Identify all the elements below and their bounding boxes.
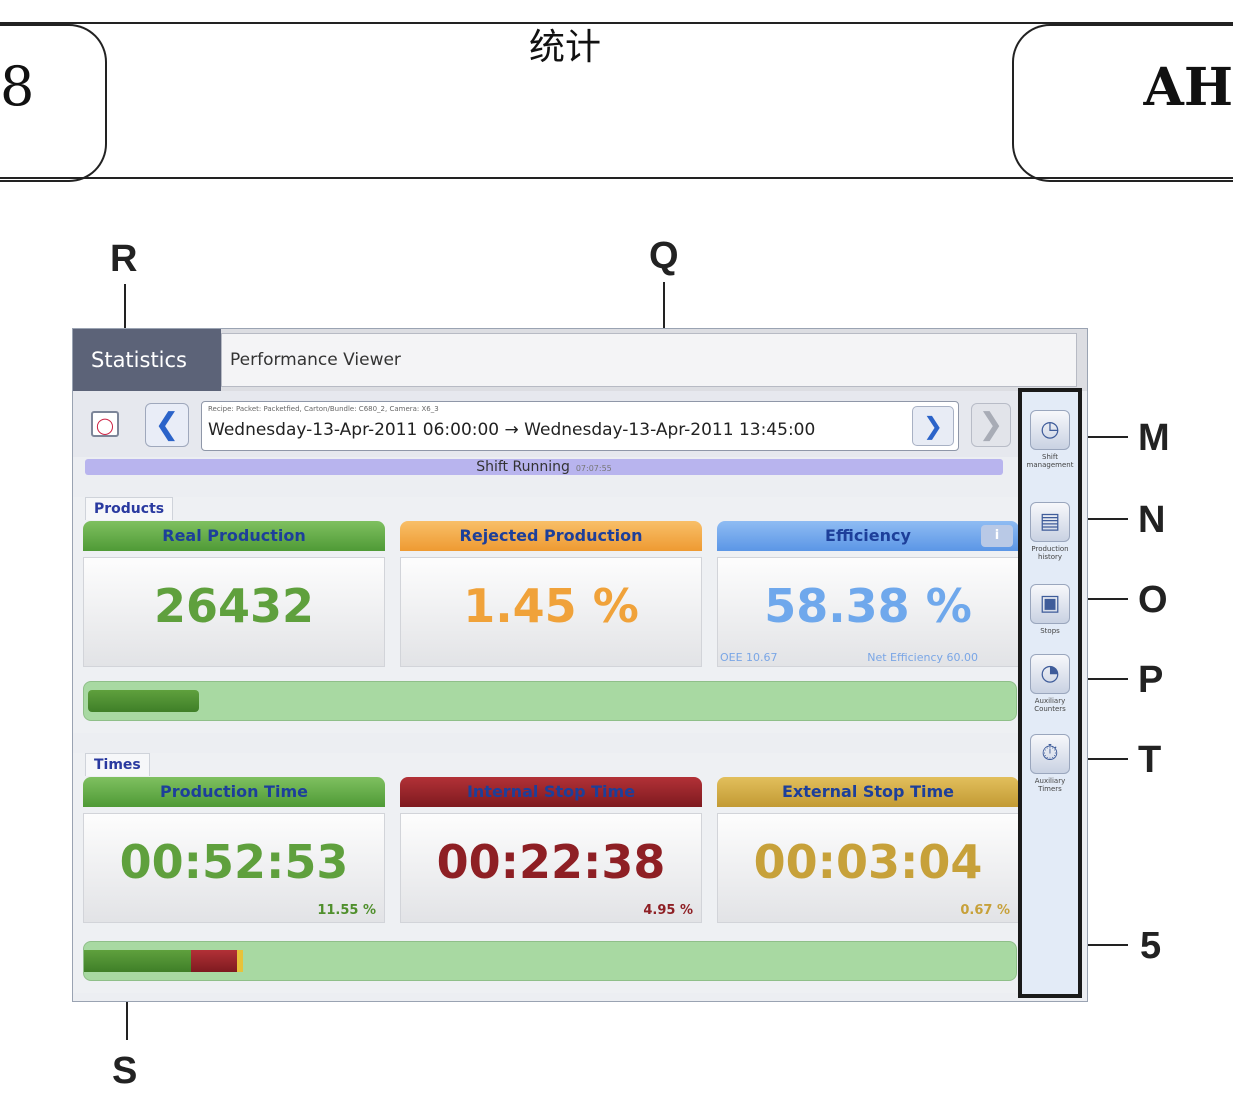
period-selector[interactable]: Recipe: Packet: Packetfied, Carton/Bundl… [201, 401, 959, 451]
calendar-icon[interactable]: ◯ [91, 411, 119, 437]
leader-m [1074, 436, 1128, 438]
external-stop-time-card[interactable]: External Stop Time 00:03:04 0.67 % [717, 777, 1019, 923]
production-time-body: 00:52:53 11.55 % [83, 813, 385, 923]
window-titlebar: Statistics Performance Viewer [73, 329, 1087, 391]
shift-status-label: Shift Running [476, 459, 570, 475]
rejected-production-title: Rejected Production [400, 521, 702, 551]
products-group: Products Real Production 26432 Rejected … [73, 497, 1019, 733]
real-production-body: 26432 [83, 557, 385, 667]
efficiency-title: Efficiency i [717, 521, 1019, 551]
section-number: 8 [0, 55, 35, 118]
callout-n: N [1138, 499, 1166, 541]
oee-value: OEE 10.67 [720, 651, 778, 664]
next-period-button[interactable]: ❯ [971, 403, 1011, 447]
counter-gauge-icon: ◔ [1030, 654, 1070, 694]
products-progress-fill [88, 690, 199, 712]
external-stop-time-percent: 0.67 % [960, 903, 1010, 918]
leader-n [1074, 518, 1128, 520]
chevron-left-icon: ❮ [154, 407, 180, 442]
sidebar-label-shift-management: Shift management [1026, 453, 1074, 469]
sidebar-item-production-history[interactable]: ▤ Production history [1026, 502, 1074, 561]
products-label: Products [85, 497, 174, 520]
auxiliary-timers-icon: ⏱ [1030, 734, 1070, 774]
times-progress-internal [191, 950, 237, 972]
efficiency-title-text: Efficiency [825, 526, 911, 545]
chevron-down-icon: ❯ [922, 412, 944, 440]
chart-stops-icon: ▣ [1030, 584, 1070, 624]
leader-t [1074, 758, 1128, 760]
period-dropdown-button[interactable]: ❯ [912, 406, 954, 446]
products-progress-bar [83, 681, 1017, 721]
section-title: 统计 [528, 27, 601, 68]
model-code: AH [1143, 57, 1233, 118]
rejected-production-card[interactable]: Rejected Production 1.45 % [400, 521, 702, 667]
callout-t: T [1138, 739, 1162, 781]
header-left-tab [0, 24, 107, 182]
internal-stop-time-title: Internal Stop Time [400, 777, 702, 807]
callout-p: P [1138, 659, 1164, 701]
tab-statistics[interactable]: Statistics [73, 329, 221, 391]
callout-r: R [110, 238, 138, 280]
callout-o: O [1138, 579, 1168, 621]
sidebar-item-auxiliary-timers[interactable]: ⏱ Auxiliary Timers [1026, 734, 1074, 793]
internal-stop-time-percent: 4.95 % [643, 903, 693, 918]
sidebar-label-stops: Stops [1040, 627, 1060, 635]
sidebar-label-production-history: Production history [1031, 545, 1069, 561]
rejected-production-value: 1.45 % [463, 579, 639, 633]
times-label: Times [85, 753, 150, 776]
internal-stop-time-card[interactable]: Internal Stop Time 00:22:38 4.95 % [400, 777, 702, 923]
tab-performance-viewer[interactable]: Performance Viewer [221, 333, 1077, 387]
selector-range: Wednesday-13-Apr-2011 06:00:00 → Wednesd… [208, 420, 816, 440]
document-history-icon: ▤ [1030, 502, 1070, 542]
internal-stop-time-body: 00:22:38 4.95 % [400, 813, 702, 923]
times-group: Times Production Time 00:52:53 11.55 % I… [73, 753, 1019, 993]
rejected-production-body: 1.45 % [400, 557, 702, 667]
sidebar-label-auxiliary-timers: Auxiliary Timers [1034, 777, 1066, 793]
selector-meta: Recipe: Packet: Packetfied, Carton/Bundl… [208, 405, 439, 413]
shift-status-bar: Shift Running 07:07:55 [85, 459, 1003, 475]
header-top-rule [0, 22, 1233, 24]
chevron-right-icon: ❯ [978, 407, 1004, 442]
previous-period-button[interactable]: ❮ [145, 403, 189, 447]
external-stop-time-body: 00:03:04 0.67 % [717, 813, 1019, 923]
leader-five [1088, 944, 1128, 946]
callout-s: S [112, 1050, 138, 1092]
sidebar-item-auxiliary-counters[interactable]: ◔ Auxiliary Counters [1026, 654, 1074, 713]
production-time-title: Production Time [83, 777, 385, 807]
times-progress-bar [83, 941, 1017, 981]
leader-p [1074, 678, 1128, 680]
clock-calendar-icon: ◷ [1030, 410, 1070, 450]
production-time-card[interactable]: Production Time 00:52:53 11.55 % [83, 777, 385, 923]
real-production-value: 26432 [153, 579, 315, 633]
times-progress-production [84, 950, 191, 972]
external-stop-time-value: 00:03:04 [753, 835, 983, 889]
efficiency-body: 58.38 % OEE 10.67 Net Efficiency 60.00 [717, 557, 1019, 667]
production-time-percent: 11.55 % [317, 903, 376, 918]
header-bottom-rule [0, 177, 1233, 179]
statistics-window: Statistics Performance Viewer ◯ ❮ Recipe… [72, 328, 1088, 1002]
net-efficiency-value: Net Efficiency 60.00 [867, 651, 978, 664]
header-right-tab [1012, 24, 1233, 182]
leader-o [1074, 598, 1128, 600]
efficiency-card[interactable]: Efficiency i 58.38 % OEE 10.67 Net Effic… [717, 521, 1019, 667]
period-navigation: ◯ ❮ Recipe: Packet: Packetfied, Carton/B… [73, 391, 1019, 457]
real-production-title: Real Production [83, 521, 385, 551]
production-time-value: 00:52:53 [119, 835, 349, 889]
sidebar-item-stops[interactable]: ▣ Stops [1026, 584, 1074, 635]
real-production-card[interactable]: Real Production 26432 [83, 521, 385, 667]
efficiency-value: 58.38 % [764, 579, 972, 633]
internal-stop-time-value: 00:22:38 [436, 835, 666, 889]
callout-m: M [1138, 417, 1170, 459]
external-stop-time-title: External Stop Time [717, 777, 1019, 807]
statistics-sidebar: ◷ Shift management ▤ Production history … [1018, 388, 1082, 998]
callout-q: Q [649, 235, 679, 277]
times-progress-external [237, 950, 243, 972]
sidebar-label-auxiliary-counters: Auxiliary Counters [1034, 697, 1066, 713]
shift-status-time: 07:07:55 [575, 464, 612, 473]
callout-five: 5 [1140, 925, 1162, 967]
info-icon[interactable]: i [981, 525, 1013, 547]
sidebar-item-shift-management[interactable]: ◷ Shift management [1026, 410, 1074, 469]
